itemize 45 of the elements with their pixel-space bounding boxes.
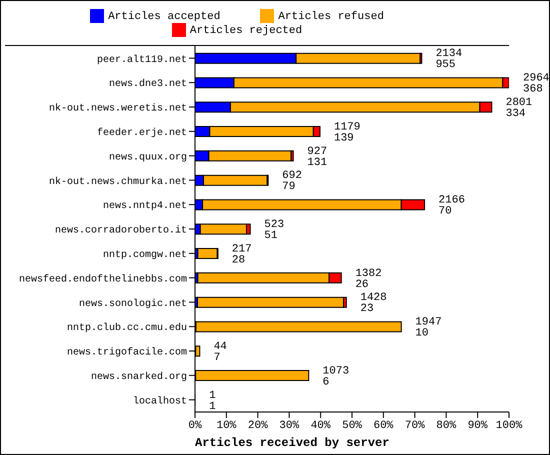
y-tick-label: news.nntp4.net — [102, 201, 187, 212]
annotation: 2964 368 — [523, 72, 550, 96]
y-tick-label: news.trigofacile.com — [66, 346, 187, 359]
x-tick-label: 50% — [342, 420, 362, 432]
legend-label: Articles accepted — [108, 10, 220, 23]
x-tick-label: 100% — [496, 420, 523, 432]
y-tick-label: peer.alt119.net — [96, 54, 187, 66]
y-tick-label: nk-out.news.weretis.net — [48, 102, 187, 115]
legend-label: Articles refused — [278, 10, 384, 23]
y-tick-label: localhost — [132, 395, 187, 408]
x-tick-label: 20% — [248, 420, 268, 432]
x-tick-label: 30% — [279, 420, 300, 432]
annotation: 927 131 — [307, 146, 328, 169]
y-tick-label: feeder.erje.net — [96, 126, 187, 139]
annotation: 1382 26 — [355, 268, 382, 291]
annotation: 1073 6 — [322, 365, 350, 388]
y-tick-label: news.quux.org — [108, 152, 187, 164]
annotation: 1 1 — [209, 390, 216, 413]
annotation: 2166 70 — [438, 194, 465, 218]
x-tick-label: 70% — [404, 420, 426, 432]
x-tick-label: 10% — [216, 420, 237, 432]
y-tick-label: news.corradoroberto.it — [54, 224, 187, 237]
y-tick-label: nk-out.news.chmurka.net — [48, 176, 187, 188]
x-tick-label: 90% — [468, 420, 488, 432]
annotation: 217 28 — [232, 243, 252, 266]
y-tick-label: newsfeed.endofthelinebbs.com — [18, 273, 187, 286]
annotation: 1428 23 — [360, 292, 387, 316]
annotation: 2801 334 — [506, 97, 533, 120]
annotation: 2134 955 — [436, 48, 463, 72]
annotation: 1947 10 — [415, 316, 442, 340]
y-tick-label: news.dne3.net — [108, 78, 187, 90]
x-tick-label: 60% — [373, 420, 394, 432]
x-axis-title: Articles received by server — [195, 436, 390, 450]
x-tick-label: 80% — [436, 420, 456, 432]
legend-label: Articles rejected — [190, 24, 302, 37]
x-tick-label: 0% — [188, 420, 202, 432]
annotation: 523 51 — [264, 219, 284, 242]
annotation: 1179 139 — [334, 121, 360, 144]
annotation: 44 7 — [214, 341, 228, 364]
annotation: 692 79 — [282, 170, 302, 194]
y-tick-label: news.snarked.org — [90, 370, 187, 383]
y-tick-label: nntp.comgw.net — [102, 250, 187, 261]
x-tick-label: 40% — [310, 420, 331, 432]
y-tick-label: news.sonologic.net — [78, 298, 187, 310]
y-tick-label: nntp.club.cc.cmu.edu — [66, 322, 187, 334]
